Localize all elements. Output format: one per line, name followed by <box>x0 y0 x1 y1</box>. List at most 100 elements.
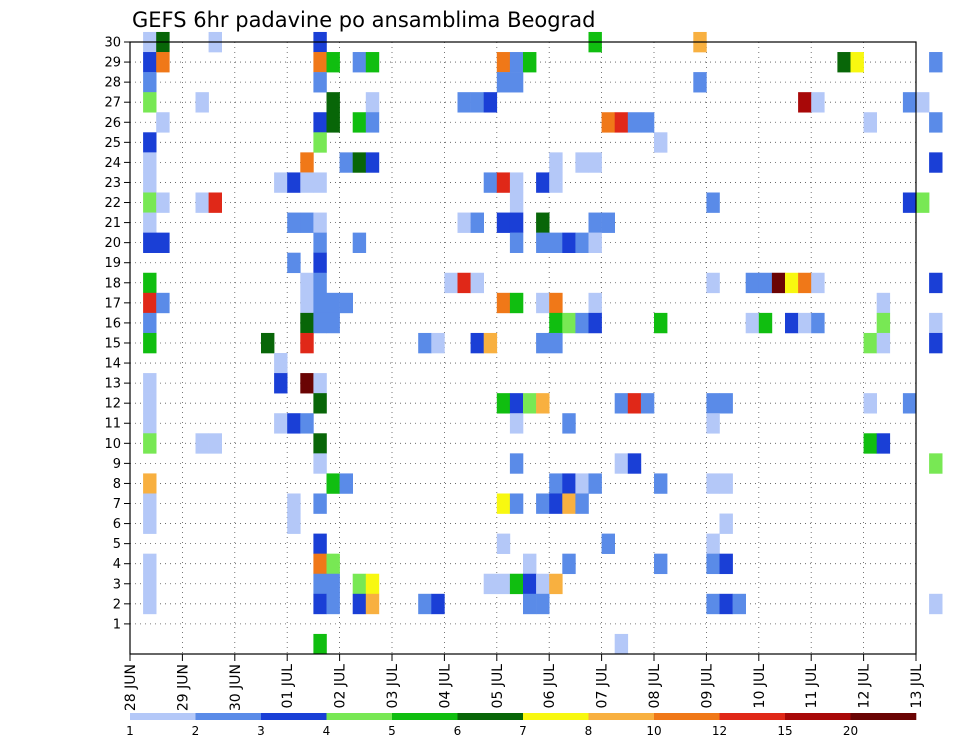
heatmap-cell <box>719 473 733 494</box>
heatmap-cell <box>588 473 602 494</box>
heatmap-cell <box>156 232 170 253</box>
heatmap-cell <box>274 353 288 374</box>
heatmap-cell <box>509 453 524 474</box>
heatmap-cell <box>549 493 563 514</box>
heatmap-cell <box>300 413 314 434</box>
heatmap-cell <box>837 52 851 73</box>
y-tick-label: 29 <box>104 56 121 71</box>
x-tick-label: 09 JUL <box>699 664 715 709</box>
heatmap-cell <box>588 212 602 233</box>
heatmap-cell <box>654 553 668 575</box>
y-tick-label: 15 <box>104 336 121 351</box>
heatmap-cell <box>902 192 917 213</box>
heatmap-cell <box>457 92 471 113</box>
heatmap-cell <box>654 312 668 334</box>
heatmap-cell <box>143 92 157 113</box>
heatmap-cell <box>195 92 209 113</box>
heatmap-cell <box>143 132 157 153</box>
heatmap-cell <box>300 212 314 233</box>
heatmap-cell <box>143 152 157 173</box>
heatmap-cell <box>929 312 943 334</box>
heatmap-cell <box>143 393 157 414</box>
heatmap-cell <box>143 172 157 193</box>
legend-label: 3 <box>257 724 265 738</box>
y-tick-label: 8 <box>113 477 121 492</box>
heatmap-cell <box>274 413 288 434</box>
heatmap-cell <box>614 112 629 133</box>
heatmap-cell <box>313 252 327 274</box>
heatmap-cell <box>654 132 668 153</box>
legend-swatch <box>326 713 393 720</box>
heatmap-cell <box>326 312 340 334</box>
heatmap-cell <box>326 573 340 595</box>
heatmap-cell <box>588 152 602 173</box>
y-tick-label: 13 <box>104 377 121 392</box>
heatmap-cell <box>798 312 812 334</box>
heatmap-cell <box>496 52 511 73</box>
heatmap-cell <box>719 553 733 575</box>
heatmap-cell <box>496 292 511 314</box>
heatmap-cell <box>313 393 327 414</box>
heatmap-cell <box>601 112 615 133</box>
heatmap-cell <box>274 172 288 193</box>
heatmap-cell <box>496 573 511 595</box>
heatmap-cell <box>929 453 943 474</box>
heatmap-cell <box>536 593 550 615</box>
heatmap-cell <box>588 232 602 253</box>
legend-label: 12 <box>712 724 727 738</box>
heatmap-cell <box>156 112 170 133</box>
heatmap-cell <box>536 493 550 514</box>
heatmap-cell <box>143 72 157 93</box>
heatmap-cell <box>732 593 746 615</box>
heatmap-cell <box>143 433 157 454</box>
heatmap-cell <box>352 593 367 615</box>
y-tick-label: 19 <box>104 256 121 271</box>
heatmap-cell <box>706 553 720 575</box>
x-tick-label: 28 JUN <box>123 664 139 711</box>
heatmap-cell <box>143 493 157 514</box>
heatmap-cell <box>509 573 524 595</box>
legend-label: 6 <box>454 724 462 738</box>
heatmap-cell <box>352 573 367 595</box>
heatmap-cell <box>365 52 380 73</box>
heatmap-cell <box>313 553 327 575</box>
y-tick-label: 10 <box>104 437 121 452</box>
heatmap-cell <box>313 633 327 655</box>
heatmap-cell <box>706 593 720 615</box>
heatmap-cell <box>313 373 327 394</box>
heatmap-cell <box>143 573 157 595</box>
heatmap-cell <box>143 52 157 73</box>
heatmap-cell <box>195 433 209 454</box>
heatmap-cell <box>496 533 511 554</box>
heatmap-cell <box>863 112 877 133</box>
legend-label: 10 <box>646 724 661 738</box>
legend-swatch <box>392 713 458 720</box>
x-tick-label: 02 JUL <box>333 664 349 709</box>
y-tick-label: 12 <box>104 397 121 412</box>
heatmap-cell <box>483 92 498 113</box>
heatmap-cell <box>143 513 157 534</box>
heatmap-cell <box>863 332 877 354</box>
legend-label: 20 <box>843 724 858 738</box>
heatmap-cell <box>365 152 380 173</box>
legend-swatch <box>457 713 524 720</box>
x-tick-label: 04 JUL <box>437 664 453 709</box>
heatmap-cell <box>313 132 327 153</box>
heatmap-cell <box>496 393 511 414</box>
heatmap-cell <box>719 513 733 534</box>
heatmap-cell <box>536 573 550 595</box>
heatmap-cell <box>509 212 524 233</box>
heatmap-cell <box>339 292 353 314</box>
heatmap-cell <box>719 593 733 615</box>
legend-label: 15 <box>777 724 792 738</box>
heatmap-cell <box>876 312 891 334</box>
y-tick-label: 14 <box>104 357 121 372</box>
heatmap-cell <box>352 52 367 73</box>
x-tick-label: 08 JUL <box>647 664 663 709</box>
heatmap-cell <box>745 272 760 294</box>
y-tick-label: 3 <box>113 577 121 592</box>
y-axis: 1234567891011121314151617181920212223242… <box>104 36 130 632</box>
heatmap-cell <box>523 393 537 414</box>
heatmap-cell <box>549 152 563 173</box>
y-tick-label: 20 <box>104 236 121 251</box>
